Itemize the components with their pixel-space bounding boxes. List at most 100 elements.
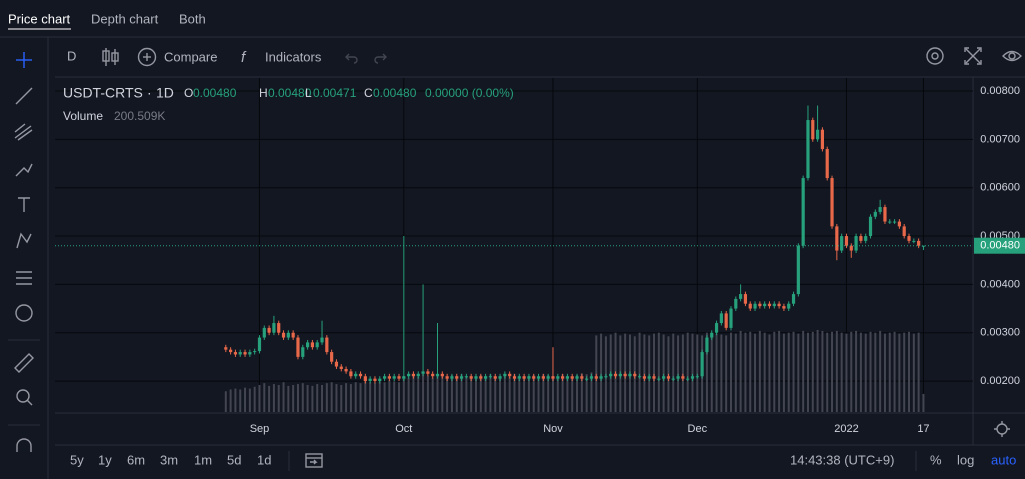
range-button[interactable]: 6m	[127, 452, 145, 467]
candle-body	[782, 306, 786, 309]
fullscreen-icon[interactable]	[964, 47, 982, 65]
last-price-box	[974, 237, 1025, 254]
candle-body	[796, 245, 800, 295]
ohlc-key: L	[305, 86, 312, 100]
candle-body	[743, 294, 748, 304]
candle-body	[777, 303, 781, 307]
candle-icon[interactable]	[102, 48, 119, 66]
candle-body	[585, 378, 589, 380]
eye-icon[interactable]	[1002, 50, 1022, 62]
candle-body	[801, 178, 805, 246]
compare-icon[interactable]	[137, 47, 157, 67]
candle-body	[565, 376, 570, 379]
volume-bar	[277, 384, 280, 412]
candle-body	[791, 294, 796, 304]
scale-button[interactable]: %	[930, 452, 942, 467]
volume-bar	[816, 330, 819, 412]
volume-bar	[345, 383, 348, 412]
volume-bar	[301, 383, 304, 412]
candle-body	[450, 376, 454, 379]
candle-body	[710, 332, 714, 338]
range-buttons: 5y 1y 6m 3m 1m 5d 1d	[70, 452, 271, 467]
volume-bar	[244, 387, 247, 412]
y-tick-label: 0.00400	[980, 278, 1020, 290]
candle-body	[512, 376, 517, 379]
volume-bar	[508, 376, 511, 412]
volume-bar	[364, 381, 367, 412]
compare-button[interactable]: Compare	[164, 49, 217, 64]
volume-bar	[879, 330, 882, 412]
candle-body	[835, 226, 839, 251]
range-button[interactable]: 3m	[160, 452, 178, 467]
volume-bar	[239, 389, 242, 412]
candle-body	[281, 332, 286, 338]
candle-body	[560, 376, 565, 379]
range-button[interactable]: 1y	[98, 452, 112, 467]
candle-body	[825, 149, 829, 179]
range-button[interactable]: 1d	[257, 452, 271, 467]
candle-body	[527, 376, 531, 379]
scale-button[interactable]: auto	[991, 452, 1016, 467]
volume-bar	[292, 384, 295, 412]
volume-bar	[431, 377, 434, 412]
candle-body	[238, 352, 242, 355]
candle-body	[662, 376, 666, 379]
volume-bar	[229, 389, 232, 412]
volume-bar	[518, 375, 521, 412]
range-button[interactable]: 1m	[194, 452, 212, 467]
drawing-tools[interactable]	[14, 52, 34, 452]
candle-body	[233, 352, 238, 355]
volume-bar	[426, 375, 429, 412]
volume-bar	[359, 383, 362, 412]
candle-body	[671, 378, 675, 380]
candle-body	[296, 337, 300, 357]
volume-bar	[436, 375, 439, 412]
volume-bar	[450, 375, 453, 412]
tab[interactable]: Both	[179, 11, 206, 26]
candle-body	[844, 236, 849, 246]
volume-bar	[850, 331, 853, 412]
candle-body	[411, 373, 416, 377]
candle-body	[334, 361, 339, 367]
candle-body	[272, 323, 276, 333]
indicators-button[interactable]: Indicators	[265, 49, 322, 64]
settings-icon[interactable]	[926, 47, 944, 65]
volume-bar	[758, 330, 761, 412]
candle-body	[902, 226, 906, 237]
tab[interactable]: Depth chart	[91, 11, 159, 26]
candle-body	[849, 245, 853, 251]
axis-settings-icon[interactable]	[994, 421, 1010, 437]
range-button[interactable]: 5d	[227, 452, 241, 467]
volume-bar	[734, 333, 737, 412]
volume-bar	[792, 331, 795, 412]
candle-body	[556, 376, 560, 379]
volume-bar	[412, 375, 415, 412]
volume-bar	[806, 332, 809, 412]
volume-bar	[643, 334, 646, 412]
candle-body	[368, 378, 372, 382]
candle-body	[714, 323, 719, 333]
volume-bar	[407, 377, 410, 412]
tab-bar	[0, 0, 1025, 37]
candle-body	[339, 366, 343, 369]
volume-bar	[677, 335, 680, 412]
candle-body	[315, 342, 319, 348]
volume-bar	[912, 333, 915, 412]
candle-body	[508, 373, 512, 377]
candle-body	[440, 373, 444, 377]
volume-bar	[917, 332, 920, 412]
undo-redo[interactable]	[345, 53, 387, 64]
volume-bar	[248, 388, 251, 412]
ohlc-value: 0.00471	[313, 86, 357, 100]
date-range-icon[interactable]	[305, 453, 323, 468]
scale-button[interactable]: log	[957, 452, 974, 467]
interval-button[interactable]: D	[67, 48, 76, 63]
volume-bar	[335, 384, 338, 412]
change: 0.00000 (0.00%)	[425, 86, 514, 100]
candle-body	[897, 221, 901, 227]
range-button[interactable]: 5y	[70, 452, 84, 467]
volume-bar	[455, 375, 458, 412]
tab[interactable]: Price chart	[8, 11, 71, 26]
volume-bar	[479, 375, 482, 412]
candle-body	[522, 376, 526, 379]
